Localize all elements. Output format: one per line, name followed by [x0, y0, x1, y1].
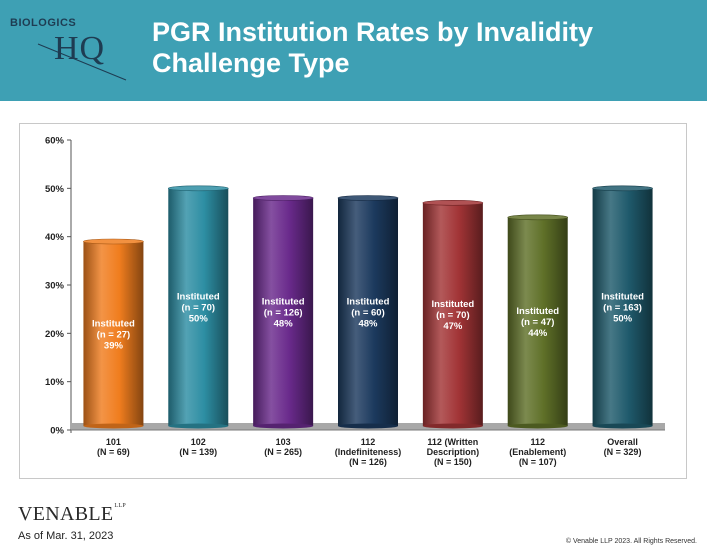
x-category-label: (N = 265)	[264, 447, 302, 457]
bar-data-label: 44%	[528, 328, 548, 339]
bar-data-label: 50%	[189, 314, 209, 325]
bar-base	[422, 423, 483, 429]
bar-chart: 0%10%20%30%40%50%60% Instituted(n = 27)3…	[45, 136, 665, 467]
bar	[252, 195, 314, 429]
y-tick-label: 20%	[45, 329, 65, 340]
bar-base	[338, 423, 398, 429]
bar-data-label: (n = 27)	[97, 329, 131, 340]
bar-base	[168, 423, 229, 429]
copyright-notice: © Venable LLP 2023. All Rights Reserved.	[565, 538, 697, 545]
bar-data-label: Instituted	[92, 318, 135, 329]
bar-data-label: (n = 70)	[182, 303, 216, 314]
y-tick-label: 40%	[45, 232, 65, 243]
x-category-label: (N = 139)	[179, 447, 217, 457]
bar-data-label: (n = 70)	[436, 310, 470, 321]
logo-hq-text: HQ	[54, 30, 106, 67]
y-tick-label: 30%	[45, 281, 65, 292]
bar-data-label: Instituted	[347, 297, 390, 308]
x-category-label: (N = 126)	[349, 457, 387, 467]
x-category-label: 103	[276, 437, 291, 447]
bar-data-label: Instituted	[516, 306, 559, 317]
y-tick-label: 0%	[50, 426, 64, 437]
bar-data-label: (n = 163)	[603, 303, 642, 314]
bar-top	[83, 238, 144, 245]
bar-top	[252, 195, 314, 201]
bar-top	[337, 195, 399, 201]
bar-base	[253, 423, 314, 429]
x-category-label: 112	[530, 437, 545, 447]
bar-data-label: (n = 47)	[521, 317, 555, 328]
bar-body	[168, 188, 229, 426]
x-category-label: 101	[106, 437, 121, 447]
bar-body	[422, 202, 483, 426]
x-category-label: 112	[361, 437, 376, 447]
bar	[337, 195, 399, 429]
x-category-label: Overall	[607, 437, 638, 447]
bar-data-label: (n = 126)	[264, 308, 303, 319]
x-category-label: (N = 69)	[97, 447, 130, 457]
bar-data-label: Instituted	[601, 292, 644, 303]
x-category-label: (N = 329)	[604, 447, 642, 457]
bar-data-label: 50%	[613, 314, 633, 325]
x-category-label: 102	[191, 437, 206, 447]
logo-biologics-text: BIOLOGICS	[10, 17, 77, 29]
bar	[167, 185, 229, 429]
biologics-hq-logo	[8, 14, 138, 86]
as-of-date: As of Mar. 31, 2023	[18, 530, 114, 542]
bar-top	[422, 200, 484, 206]
bar-top	[507, 214, 569, 221]
bar-top	[167, 185, 229, 192]
bar-data-label: Instituted	[177, 292, 220, 303]
bar-data-label: 47%	[443, 321, 463, 332]
bar-body	[83, 241, 144, 426]
venable-logo-text: VENABLE	[18, 503, 114, 525]
logo-swoosh-icon	[37, 43, 127, 81]
bar-data-label: 39%	[104, 340, 124, 351]
bar-top	[592, 185, 653, 192]
bar-data-label: (n = 60)	[351, 308, 385, 319]
bar-base	[507, 423, 568, 429]
x-category-label: (Enablement)	[509, 447, 566, 457]
title-line-1: PGR Institution Rates by Invalidity	[152, 17, 594, 47]
venable-logo: VENABLELLP	[18, 503, 126, 526]
bar-body	[507, 217, 568, 426]
x-category-label: (N = 107)	[519, 457, 557, 467]
bar-base	[83, 423, 144, 429]
bar-body	[338, 198, 398, 426]
x-category-label: Description)	[427, 447, 480, 457]
bar-base	[592, 423, 653, 429]
x-category-label: (N = 150)	[434, 457, 472, 467]
bar-data-label: 48%	[358, 319, 378, 330]
y-tick-label: 10%	[45, 377, 65, 388]
bar	[83, 238, 144, 429]
header-banner: BIOLOGICS HQ PGR Institution Rates by In…	[0, 0, 707, 101]
title-line-2: Challenge Type	[152, 48, 350, 78]
y-tick-label: 60%	[45, 136, 65, 147]
x-category-label: 112 (Written	[427, 437, 478, 447]
bar-data-label: 48%	[274, 319, 294, 330]
bar-body	[253, 198, 314, 426]
bar-data-label: Instituted	[262, 297, 305, 308]
bar	[507, 214, 569, 429]
x-category-label: (Indefiniteness)	[335, 447, 402, 457]
page-title: PGR Institution Rates by Invalidity Chal…	[152, 17, 692, 79]
bar	[592, 185, 653, 429]
bar	[422, 200, 484, 429]
bar-body	[592, 188, 653, 426]
venable-logo-llp: LLP	[114, 503, 126, 509]
y-tick-label: 50%	[45, 184, 65, 195]
bar-data-label: Instituted	[431, 299, 474, 310]
